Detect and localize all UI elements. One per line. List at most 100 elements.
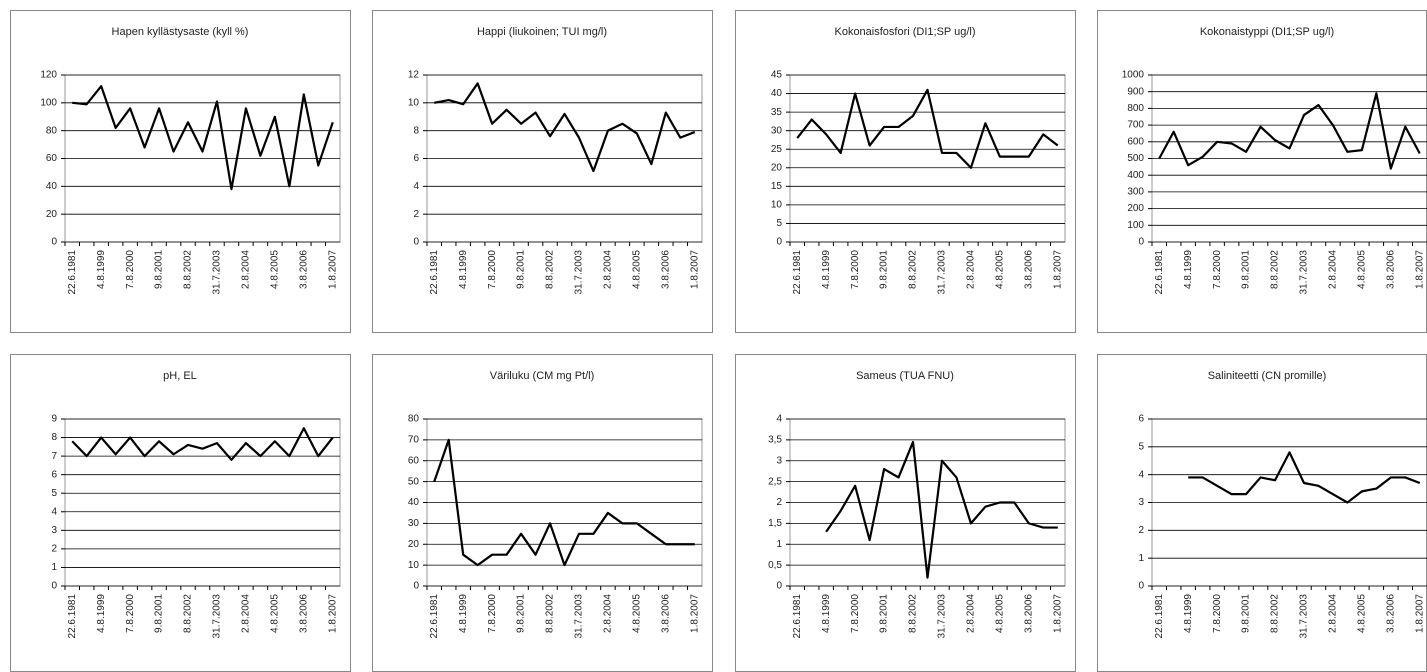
y-tick-label: 30 <box>771 125 783 136</box>
y-tick-label: 25 <box>771 144 783 155</box>
y-tick-label: 10 <box>408 560 420 571</box>
x-tick-label: 1.8.2007 <box>327 594 338 633</box>
x-tick-label: 31.7.2003 <box>212 594 223 639</box>
chart-title: Hapen kyllästysaste (kyll %) <box>112 26 249 38</box>
y-tick-label: 70 <box>408 435 420 446</box>
y-tick-label: 9 <box>51 414 57 425</box>
x-tick-label: 8.8.2002 <box>1270 250 1281 289</box>
y-tick-label: 5 <box>1138 441 1144 452</box>
y-tick-label: 0 <box>51 237 57 248</box>
y-tick-label: 12 <box>408 70 420 81</box>
chart-panel: Happi (liukoinen; TUI mg/l) 0 2 4 6 8 10 12 22.6… <box>372 10 713 333</box>
x-tick-label: 2.8.2004 <box>1328 594 1339 633</box>
y-tick-label: 20 <box>771 162 783 173</box>
y-tick-label: 6 <box>51 469 57 480</box>
x-tick-label: 9.8.2001 <box>879 594 890 633</box>
y-tick-label: 0 <box>1138 581 1144 592</box>
x-tick-label: 4.8.1999 <box>458 594 469 633</box>
x-tick-label: 3.8.2006 <box>1385 250 1396 289</box>
data-line <box>71 427 334 461</box>
x-tick-label: 1.8.2007 <box>689 250 700 289</box>
x-tick-label: 4.8.2005 <box>995 250 1006 289</box>
x-tick-label: 2.8.2004 <box>966 594 977 633</box>
y-tick-label: 2 <box>413 209 419 220</box>
x-tick-label: 2.8.2004 <box>241 594 252 633</box>
x-tick-label: 4.8.2005 <box>995 594 1006 633</box>
x-tick-label: 31.7.2003 <box>937 594 948 639</box>
y-tick-label: 45 <box>771 70 783 81</box>
y-tick-label: 80 <box>46 125 58 136</box>
y-tick-label: 0 <box>1138 237 1144 248</box>
x-tick-label: 22.6.1981 <box>1154 250 1165 295</box>
x-tick-label: 7.8.2000 <box>487 250 498 289</box>
x-tick-label: 1.8.2007 <box>1052 594 1063 633</box>
x-tick-label: 31.7.2003 <box>937 250 948 295</box>
y-tick-label: 6 <box>413 153 419 164</box>
x-tick-label: 3.8.2006 <box>660 250 671 289</box>
x-tick-label: 3.8.2006 <box>660 594 671 633</box>
x-tick-label: 8.8.2002 <box>183 594 194 633</box>
chart-panel: Kokonaistyppi (DI1;SP ug/l) 0 100 200 300 400… <box>1097 10 1427 333</box>
x-tick-label: 4.8.1999 <box>1183 250 1194 289</box>
x-tick-label: 9.8.2001 <box>154 594 165 633</box>
chart-title: pH, EL <box>163 370 197 382</box>
x-tick-label: 3.8.2006 <box>1385 594 1396 633</box>
x-tick-label: 31.7.2003 <box>212 250 223 295</box>
x-tick-label: 22.6.1981 <box>792 250 803 295</box>
x-tick-label: 9.8.2001 <box>1241 594 1252 633</box>
y-tick-label: 120 <box>40 70 57 81</box>
x-tick-label: 2.8.2004 <box>966 250 977 289</box>
y-tick-label: 40 <box>408 497 420 508</box>
y-tick-label: 10 <box>408 97 420 108</box>
x-tick-label: 22.6.1981 <box>792 594 803 639</box>
x-tick-label: 4.8.2005 <box>270 250 281 289</box>
chart-title: Kokonaistyppi (DI1;SP ug/l) <box>1200 26 1334 38</box>
panel-border <box>1097 10 1427 333</box>
y-tick-label: 0 <box>413 237 419 248</box>
x-tick-label: 3.8.2006 <box>1023 250 1034 289</box>
y-tick-label: 4 <box>413 181 419 192</box>
y-tick-label: 4 <box>51 506 57 517</box>
y-tick-label: 15 <box>771 181 783 192</box>
y-tick-label: 3 <box>1138 497 1144 508</box>
x-tick-label: 22.6.1981 <box>67 250 78 295</box>
y-tick-label: 10 <box>771 200 783 211</box>
y-tick-label: 8 <box>51 432 57 443</box>
chart-title: Sameus (TUA FNU) <box>856 370 954 382</box>
y-tick-label: 35 <box>771 107 783 118</box>
x-tick-label: 8.8.2002 <box>183 250 194 289</box>
data-line <box>825 440 1058 579</box>
x-tick-label: 8.8.2002 <box>908 594 919 633</box>
y-tick-label: 5 <box>776 218 782 229</box>
y-tick-label: 300 <box>1127 187 1144 198</box>
x-tick-label: 1.8.2007 <box>327 250 338 289</box>
x-tick-label: 1.8.2007 <box>1052 250 1063 289</box>
y-tick-label: 1 <box>776 539 782 550</box>
x-tick-label: 9.8.2001 <box>516 250 527 289</box>
x-tick-label: 7.8.2000 <box>487 594 498 633</box>
y-tick-label: 40 <box>771 88 783 99</box>
x-tick-label: 7.8.2000 <box>1212 594 1223 633</box>
data-line <box>796 88 1059 169</box>
x-tick-label: 2.8.2004 <box>241 250 252 289</box>
y-tick-label: 0 <box>413 581 419 592</box>
x-tick-label: 4.8.2005 <box>632 250 643 289</box>
y-tick-label: 60 <box>408 455 420 466</box>
y-tick-label: 0,5 <box>768 560 782 571</box>
y-tick-label: 2 <box>1138 525 1144 536</box>
panel-border <box>735 354 1076 672</box>
x-tick-label: 31.7.2003 <box>574 594 585 639</box>
chart-panel: pH, EL 0 1 2 3 4 5 6 7 8 9 22.6.1981 4.8.1999 7.8.200… <box>10 354 351 672</box>
x-tick-label: 31.7.2003 <box>1299 594 1310 639</box>
x-tick-label: 4.8.1999 <box>96 594 107 633</box>
y-tick-label: 60 <box>46 153 58 164</box>
x-tick-label: 31.7.2003 <box>574 250 585 295</box>
x-tick-label: 7.8.2000 <box>1212 250 1223 289</box>
chart-panel: Sameus (TUA FNU) 0 0,5 1 1,5 2 2,5 3 3,5 4 22.6.19… <box>735 354 1076 672</box>
chart-panel: Kokonaisfosfori (DI1;SP ug/l) 0 5 10 15 20 25 3… <box>735 10 1076 333</box>
panel-border <box>372 354 713 672</box>
y-tick-label: 50 <box>408 476 420 487</box>
x-tick-label: 7.8.2000 <box>125 250 136 289</box>
x-tick-label: 9.8.2001 <box>516 594 527 633</box>
y-tick-label: 0 <box>776 237 782 248</box>
